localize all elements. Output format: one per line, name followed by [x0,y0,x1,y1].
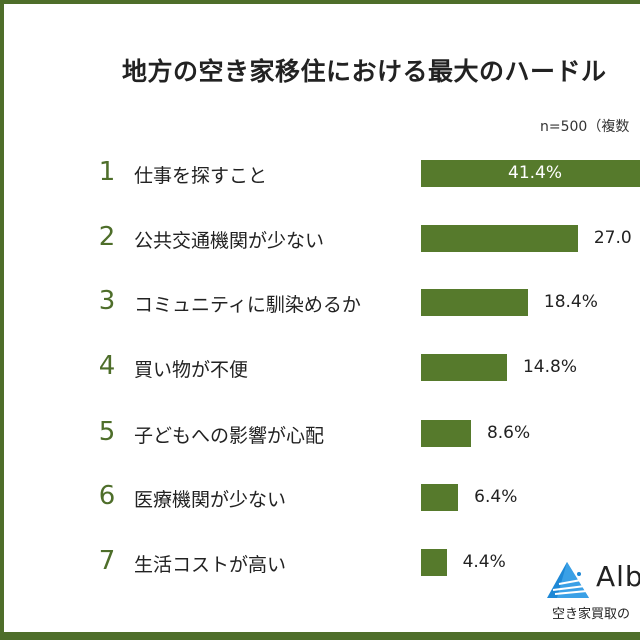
value-label: 41.4% [508,163,563,183]
value-label: 18.4% [543,292,598,312]
category-label: 買い物が不便 [134,359,249,381]
chart-title: 地方の空き家移住における最大のハードル [122,57,607,86]
value-label: 14.8% [522,357,577,377]
rank-number: 1 [98,157,116,187]
logo-text: Alb [596,560,640,593]
bottom-band [0,634,640,640]
category-label: 公共交通機関が少ない [134,230,325,252]
bar [421,549,447,576]
bar [421,225,578,252]
logo-mark-icon [547,562,589,598]
bar [421,354,507,381]
bar [421,289,528,316]
value-label: 6.4% [474,487,518,507]
rank-number: 7 [98,546,116,576]
rank-number: 3 [98,286,116,316]
bar [421,484,459,511]
value-label: 4.4% [462,552,506,572]
rank-number: 5 [98,417,116,447]
category-label: 医療機関が少ない [134,489,287,511]
bar [421,160,640,187]
value-label: 27.0 [593,228,632,248]
category-label: コミュニティに馴染めるか [134,294,361,316]
rank-number: 6 [98,481,116,511]
logo-subtitle: 空き家買取の [552,607,631,622]
bar [421,420,471,447]
rank-number: 2 [98,222,116,252]
category-label: 子どもへの影響が心配 [134,425,325,447]
sample-note: n=500（複数 [540,119,630,135]
value-label: 8.6% [486,423,531,443]
category-label: 生活コストが高い [134,554,287,576]
rank-number: 4 [98,351,116,381]
category-label: 仕事を探すこと [134,165,268,187]
